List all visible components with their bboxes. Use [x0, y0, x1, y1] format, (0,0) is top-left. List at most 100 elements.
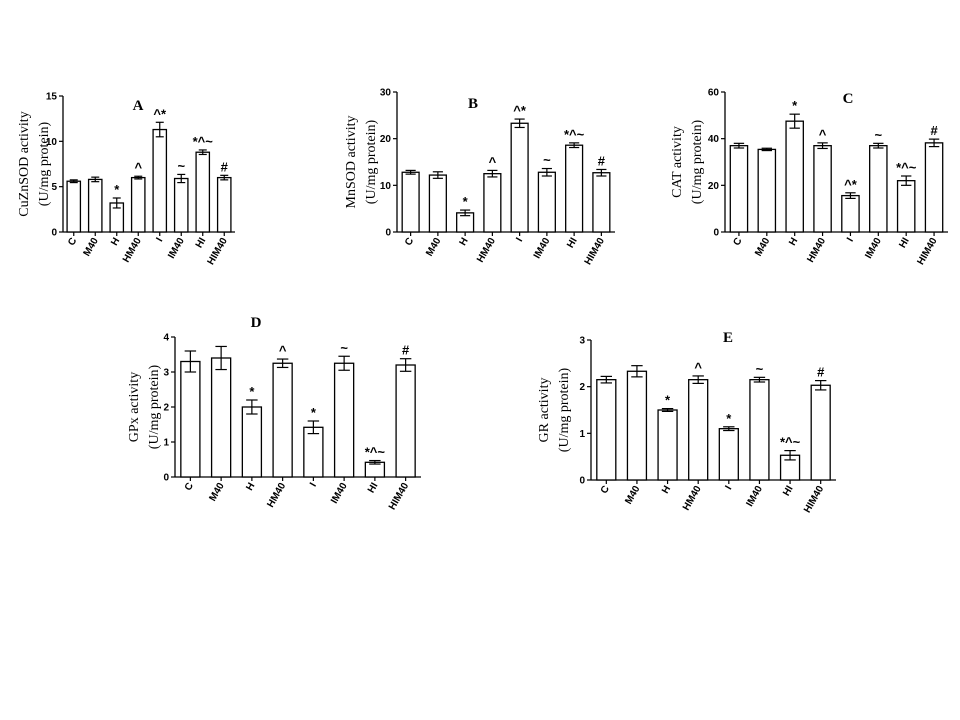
bar — [810, 384, 831, 481]
bar — [216, 176, 232, 233]
y-tick-label: 4 — [163, 333, 169, 344]
bar — [303, 426, 324, 478]
significance-label: ~ — [543, 153, 551, 168]
bar — [241, 406, 263, 478]
significance-label: * — [463, 194, 469, 209]
chart-panel-c: C 0 20 40 60 CAT activity (U/mg protein) C M40 * H… — [670, 88, 948, 267]
significance-label: # — [598, 153, 606, 168]
x-tick-label: HIM40 — [387, 481, 411, 512]
bar — [657, 409, 678, 481]
x-tick-label: HIM40 — [915, 236, 939, 267]
x-tick-label: HI — [781, 484, 796, 498]
significance-label: * — [311, 405, 317, 420]
bar — [152, 128, 168, 233]
x-tick-label: HI — [565, 236, 580, 250]
bar — [718, 428, 739, 481]
x-tick-label: HM40 — [475, 236, 498, 265]
bar — [749, 379, 770, 481]
bar — [173, 177, 189, 233]
bar — [87, 178, 103, 233]
y-tick-label: 20 — [380, 134, 392, 145]
x-tick-label: IM40 — [329, 481, 350, 506]
significance-label: ^ — [694, 360, 702, 375]
significance-label: * — [792, 98, 798, 113]
chart-panel-d: D 0 1 2 3 4 GPx activity (U/mg protein) C M40 * H ^ H… — [127, 315, 421, 512]
significance-label: * — [249, 384, 255, 399]
bar — [813, 145, 832, 233]
x-tick-label: H — [787, 236, 800, 248]
significance-label: # — [817, 365, 825, 380]
y-axis-label-line: MnSOD activity — [344, 116, 359, 209]
significance-label: ^* — [844, 177, 858, 192]
y-tick-label: 1 — [163, 438, 169, 449]
x-tick-label: I — [514, 236, 525, 244]
y-axis-label-line: GPx activity — [127, 372, 142, 442]
bar — [729, 145, 749, 233]
x-tick-label: M40 — [82, 236, 101, 259]
y-axis-label-line: (U/mg protein) — [690, 119, 705, 204]
x-tick-label: HM40 — [121, 236, 144, 265]
x-tick-label: C — [66, 236, 79, 248]
panel-letter: B — [468, 96, 478, 112]
x-tick-label: IM40 — [744, 484, 765, 509]
bar — [785, 120, 804, 233]
x-tick-label: HI — [366, 481, 381, 495]
significance-label: *^~ — [564, 127, 585, 142]
y-tick-label: 0 — [385, 228, 391, 239]
bar — [395, 364, 416, 478]
y-tick-label: 3 — [163, 368, 169, 379]
x-tick-label: HIM40 — [802, 484, 826, 515]
y-axis-label-line: (U/mg protein) — [37, 121, 52, 206]
y-axis-label-line: GR activity — [537, 378, 552, 443]
x-tick-label: IM40 — [166, 236, 187, 261]
y-tick-label: 0 — [51, 228, 57, 239]
y-tick-label: 2 — [163, 403, 169, 414]
y-axis-label: GPx activity (U/mg protein) — [127, 364, 162, 449]
y-axis-label: CAT activity (U/mg protein) — [670, 119, 705, 204]
significance-label: # — [402, 343, 410, 358]
y-tick-label: 40 — [708, 134, 720, 145]
significance-label: # — [930, 123, 938, 138]
y-tick-label: 5 — [51, 182, 57, 193]
x-tick-label: IM40 — [863, 236, 884, 261]
significance-label: ^* — [153, 106, 167, 121]
y-tick-label: 2 — [579, 382, 585, 393]
significance-label: * — [665, 393, 671, 408]
significance-label: *^~ — [365, 445, 386, 460]
y-axis-label-line: (U/mg protein) — [364, 119, 379, 204]
significance-label: *^~ — [193, 134, 214, 149]
y-tick-label: 0 — [163, 473, 169, 484]
bar — [130, 176, 146, 233]
bar — [510, 122, 529, 233]
chart-panel-b: B 0 10 20 30 MnSOD activity (U/mg protein) C M40… — [344, 88, 615, 267]
y-axis-label-line: (U/mg protein) — [557, 367, 572, 452]
y-tick-label: 3 — [579, 336, 585, 347]
bar — [483, 173, 502, 233]
y-tick-label: 15 — [46, 92, 58, 103]
panel-letter: D — [251, 315, 262, 331]
x-tick-label: C — [731, 236, 744, 248]
x-tick-label: HM40 — [681, 484, 704, 513]
x-tick-label: C — [403, 236, 416, 248]
x-tick-label: H — [244, 481, 257, 493]
significance-label: * — [114, 182, 120, 197]
significance-label: ~ — [177, 158, 185, 173]
chart-panel-a: A 0 5 10 15 CuZnSOD activity (U/mg protein) C M4… — [17, 92, 235, 267]
x-tick-label: I — [308, 481, 319, 489]
bar — [896, 180, 916, 233]
y-tick-label: 10 — [46, 137, 58, 148]
x-tick-label: C — [599, 484, 612, 496]
bar — [66, 180, 82, 233]
significance-label: ~ — [875, 127, 883, 142]
x-tick-label: I — [154, 236, 165, 244]
panel-letter: E — [723, 330, 733, 346]
x-tick-label: H — [458, 236, 471, 248]
bar — [333, 362, 355, 478]
x-tick-label: I — [723, 484, 734, 492]
x-tick-label: H — [109, 236, 122, 248]
y-axis-label-line: CuZnSOD activity — [17, 111, 32, 216]
significance-label: ~ — [756, 361, 764, 376]
significance-label: ^ — [134, 160, 142, 175]
bar — [195, 151, 211, 233]
